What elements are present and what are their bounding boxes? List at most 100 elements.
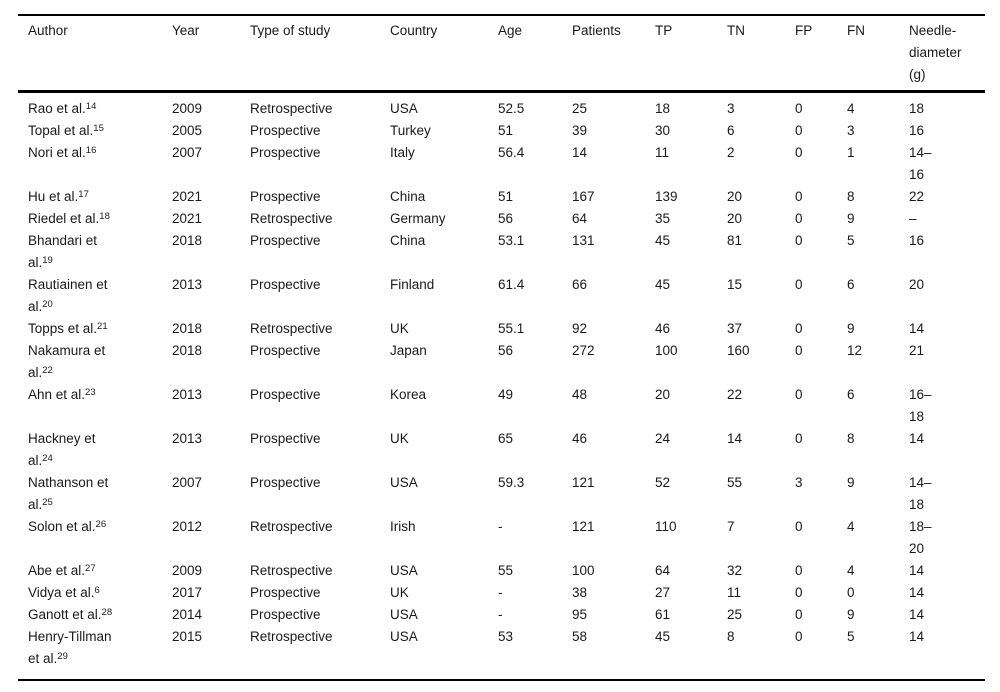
cell-content: 0 [795,186,803,208]
cell-content: 14 [572,142,587,164]
cell-year: 2021 [172,186,250,208]
cell-text: 18–20 [909,519,932,556]
cell-text: 0 [795,189,803,204]
cell-content: 2021 [172,186,202,208]
cell-fn: 4 [847,92,909,121]
cell-text: Prospective [250,585,321,600]
cell-year: 2009 [172,92,250,121]
cell-content: 2018 [172,340,202,362]
cell-content: 14–16 [909,142,943,186]
cell-year: 2007 [172,142,250,186]
cell-country: USA [390,92,498,121]
cell-tn: 20 [727,208,795,230]
header-row: Author Year Type of study Country Age Patient… [18,15,985,93]
cell-content: 92 [572,318,587,340]
cell-content: 11 [727,582,741,604]
cell-text: Vidya et al. [28,585,95,600]
cell-content: Japan [390,340,427,362]
cell-text: Topal et al. [28,123,94,138]
column-header-country: Country [390,15,498,93]
cell-age: 56 [498,340,572,384]
cell-content: 22 [727,384,742,406]
cell-country: Germany [390,208,498,230]
cell-content: USA [390,472,418,494]
cell-text: 131 [572,233,595,248]
cell-text: 121 [572,475,595,490]
cell-text: 9 [847,607,855,622]
cell-text: USA [390,101,418,116]
column-header-needle: Needle-diameter (g) [909,15,985,93]
cell-content: 0 [795,274,803,296]
cell-content: Nakamura et al.22 [28,340,122,384]
cell-age: - [498,582,572,604]
cell-content: Retrospective [250,318,333,340]
cell-text: Italy [390,145,415,160]
cell-content: 30 [655,120,670,142]
cell-content: 5 [847,626,855,648]
cell-text: 2021 [172,189,203,204]
cell-content: 11 [655,142,669,164]
cell-content: USA [390,98,418,120]
cell-content: 14 [909,560,924,582]
cell-year: 2013 [172,274,250,318]
cell-text: 8 [847,431,855,446]
cell-content: USA [390,604,418,626]
cell-author: Ganott et al.28 [18,604,172,626]
cell-content: 56.4 [498,142,524,164]
cell-text: 6 [847,277,855,292]
cell-content: Prospective [250,142,321,164]
cell-text: UK [390,321,409,336]
cell-type: Prospective [250,582,390,604]
cell-age: 65 [498,428,572,472]
column-header-label: Year [172,23,200,38]
cell-content: 0 [795,142,803,164]
cell-content: 6 [727,120,735,142]
cell-type: Prospective [250,142,390,186]
cell-content: 8 [847,186,855,208]
cell-content: 20 [909,274,924,296]
cell-text: 52.5 [498,101,525,116]
cell-year: 2012 [172,516,250,560]
cell-type: Retrospective [250,208,390,230]
cell-content: – [909,208,917,230]
cell-content: 4 [847,516,855,538]
cell-content: 52.5 [498,98,524,120]
column-header-label: TN [727,23,745,38]
cell-text: 9 [847,475,855,490]
cell-content: Prospective [250,340,321,362]
cell-type: Retrospective [250,516,390,560]
cell-author: Topal et al.15 [18,120,172,142]
cell-text: 92 [572,321,588,336]
column-header-tp: TP [655,15,727,93]
cell-text: Prospective [250,233,321,248]
cell-tp: 18 [655,92,727,121]
cell-content: 3 [727,98,735,120]
cell-content: Ahn et al.23 [28,384,96,406]
cell-age: 56.4 [498,142,572,186]
cell-text: 0 [795,145,803,160]
cell-tn: 22 [727,384,795,428]
table-row: Henry-Tillman et al.29 2015 Retrospective U… [18,626,985,680]
cell-year: 2007 [172,472,250,516]
cell-content: Germany [390,208,446,230]
cell-text: 32 [727,563,743,578]
cell-content: 100 [572,560,595,582]
cell-text: 12 [847,343,863,358]
cell-country: USA [390,604,498,626]
cell-tp: 45 [655,274,727,318]
cell-type: Prospective [250,428,390,472]
cell-text: 2015 [172,629,203,644]
cell-content: 53.1 [498,230,524,252]
cell-author: Hu et al.17 [18,186,172,208]
cell-country: Turkey [390,120,498,142]
cell-content: 46 [572,428,587,450]
cell-text: 9 [847,321,855,336]
cell-needle: 18 [909,92,985,121]
cell-content: 131 [572,230,595,252]
table-row: Rautiainen et al.20 2013 Prospective Finlan… [18,274,985,318]
cell-year: 2014 [172,604,250,626]
cell-author: Bhandari et al.19 [18,230,172,274]
cell-text: 16 [909,233,925,248]
cell-fp: 0 [795,208,847,230]
cell-text: 56.4 [498,145,525,160]
